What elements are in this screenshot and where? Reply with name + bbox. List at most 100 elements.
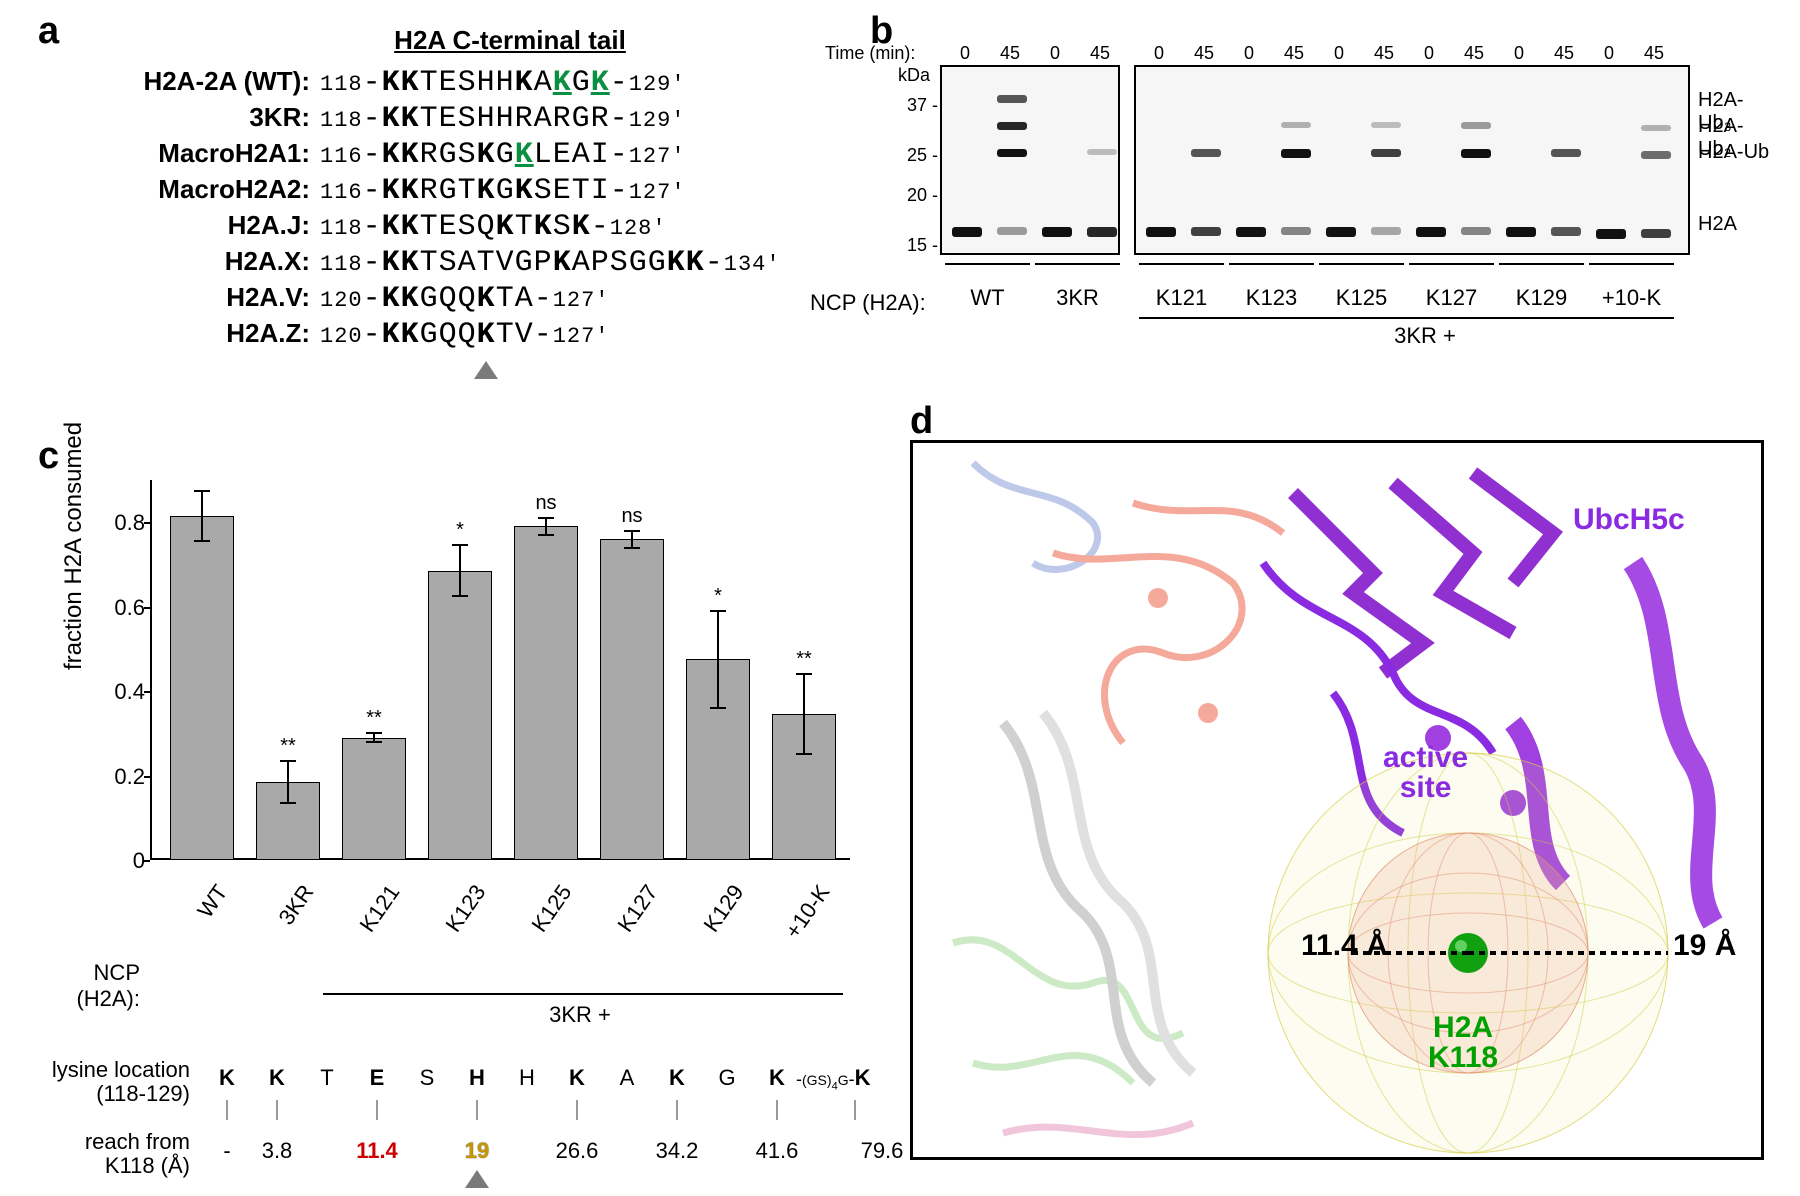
sequence-row: H2A-2A (WT):118-KKTESHHKAKGK-129' [80, 66, 820, 100]
significance-label: ns [600, 505, 664, 528]
gel-lane [1636, 67, 1676, 253]
significance-label: ** [256, 735, 320, 758]
gel-band [1641, 151, 1671, 159]
errorcap [452, 544, 468, 546]
connector [676, 1100, 678, 1120]
sequence-name: H2A.X: [80, 246, 310, 277]
errorcap [538, 534, 554, 536]
errorcap [194, 540, 210, 542]
time-label: 0 [1409, 43, 1449, 64]
time-label: 45 [990, 43, 1030, 64]
ytick-label: 0.6 [85, 595, 145, 621]
h2a-k118-label: H2AK118 [1428, 1013, 1498, 1073]
lysine-cell: T [302, 1065, 352, 1093]
errorbar [287, 761, 289, 803]
y-axis-label: fraction H2A consumed [60, 422, 88, 670]
lysine-cell: E [352, 1065, 402, 1093]
gel-left [940, 65, 1120, 255]
gel-lane [947, 67, 987, 253]
condition-label: K129 [1498, 285, 1586, 311]
structure-svg [913, 443, 1764, 1160]
sequence-body: 118-KKTESHHKAKGK-129' [320, 66, 686, 100]
lysine-cell: K [552, 1065, 602, 1093]
condition-underline [1589, 263, 1674, 265]
errorcap [194, 490, 210, 492]
gel-band [1461, 122, 1491, 129]
group-label-b: 3KR + [1325, 323, 1525, 349]
kda-mark: 15 - [898, 235, 938, 256]
ytick-label: 0.8 [85, 510, 145, 536]
reach-header: reach fromK118 (Å) [0, 1130, 190, 1178]
group-underline-b [1139, 317, 1674, 319]
triangle-marker-a [474, 361, 498, 379]
time-label: 45 [1454, 43, 1494, 64]
ytick-mark [144, 860, 150, 862]
gel-band [1281, 122, 1311, 128]
ytick-label: 0.4 [85, 679, 145, 705]
gel-band [997, 149, 1027, 157]
sequence-name: H2A.J: [80, 210, 310, 241]
lysine-cell: K [752, 1065, 802, 1093]
sequence-body: 120-KKGQQKTV-127' [320, 318, 610, 352]
panel-b-gel: Time (min): kDa 045045045045045045045045… [870, 25, 1770, 325]
gel-band [1191, 227, 1221, 236]
errorcap [280, 802, 296, 804]
sequence-row: H2A.Z:120-KKGQQKTV-127' [80, 318, 820, 352]
ncp-label-c: NCP (H2A): [25, 960, 140, 1012]
errorcap [624, 530, 640, 532]
gel-band [952, 227, 982, 237]
active-site-label: activesite [1383, 743, 1468, 803]
significance-label: ns [514, 492, 578, 515]
sequence-body: 120-KKGQQKTA-127' [320, 282, 610, 316]
gel-lane [992, 67, 1032, 253]
triangle-marker-c [465, 1170, 489, 1188]
errorcap [710, 707, 726, 709]
gel-band [1461, 149, 1491, 158]
group-underline-c [323, 993, 843, 995]
gel-band [1236, 227, 1266, 237]
time-label: 0 [1035, 43, 1075, 64]
sequence-row: MacroH2A1:116-KKRGSKGKLEAI-127' [80, 138, 820, 172]
condition-underline [1319, 263, 1404, 265]
bar [600, 539, 664, 860]
time-label: 45 [1634, 43, 1674, 64]
significance-label: ** [342, 707, 406, 730]
reach-value: 26.6 [537, 1138, 617, 1164]
time-header: Time (min): [825, 43, 915, 64]
gel-lane [1082, 67, 1122, 253]
gel-band [1326, 227, 1356, 237]
gel-lane [1141, 67, 1181, 253]
ncp-label-b: NCP (H2A): [810, 290, 926, 316]
gel-band [1191, 149, 1221, 157]
gel-band [997, 122, 1027, 130]
kda-mark: 37 - [898, 95, 938, 116]
panel-label-a: a [38, 10, 59, 53]
ytick-mark [144, 607, 150, 609]
gel-lane [1186, 67, 1226, 253]
connector [776, 1100, 778, 1120]
sequence-row: H2A.J:118-KKTESQKTKSK-128' [80, 210, 820, 244]
lysine-extra: -(GS)4G-K [796, 1065, 870, 1093]
product-label: H2A [1698, 213, 1737, 236]
ytick-mark [144, 522, 150, 524]
time-label: 45 [1274, 43, 1314, 64]
bar [342, 738, 406, 860]
gel-lane [1231, 67, 1271, 253]
ytick-label: 0 [85, 848, 145, 874]
gel-lane [1411, 67, 1451, 253]
gel-band [1641, 229, 1671, 238]
x-label: K123 [424, 880, 491, 960]
errorbar [201, 491, 203, 542]
gel-container [940, 65, 1690, 255]
condition-underline [1139, 263, 1224, 265]
x-label: K129 [682, 880, 749, 960]
condition-underline [1499, 263, 1584, 265]
significance-label: * [428, 519, 492, 542]
sequence-name: H2A.V: [80, 282, 310, 313]
condition-label: WT [944, 285, 1032, 311]
gel-lane [1037, 67, 1077, 253]
time-label: 45 [1184, 43, 1224, 64]
errorbar [545, 518, 547, 535]
sequence-row: MacroH2A2:116-KKRGTKGKSETI-127' [80, 174, 820, 208]
dist1-label: 11.4 Å [1301, 929, 1388, 963]
